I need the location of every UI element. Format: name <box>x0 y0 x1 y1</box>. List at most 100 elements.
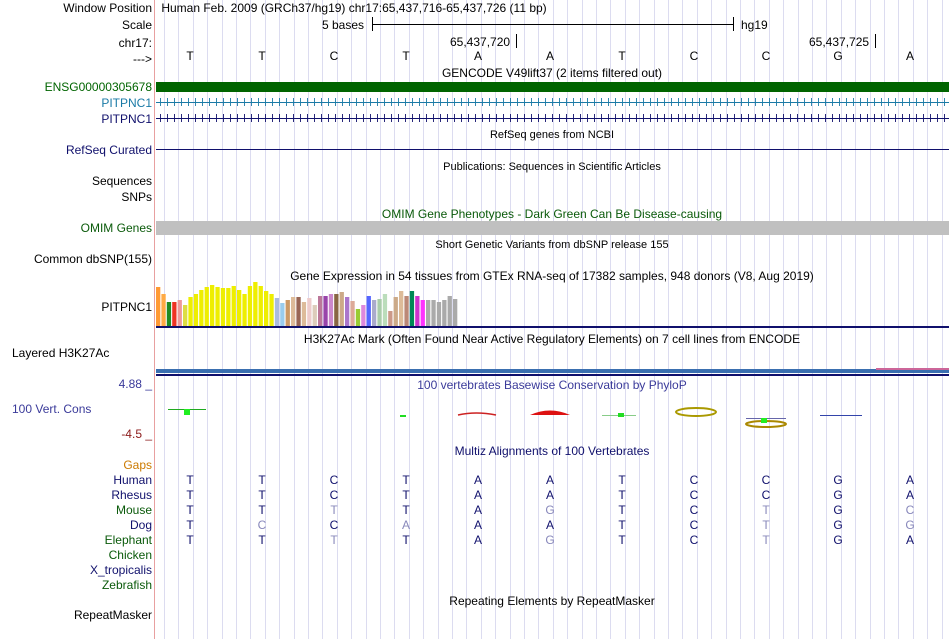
gtex-tissue-bar[interactable] <box>166 302 172 326</box>
gtex-tissue-bar[interactable] <box>323 296 328 326</box>
gtex-tissue-bar[interactable] <box>264 291 269 326</box>
omim-genes-label[interactable]: OMIM Genes <box>80 221 152 235</box>
gridline <box>942 0 943 639</box>
cons-track-label[interactable]: 100 Vert. Cons <box>12 402 92 416</box>
gtex-tissue-bar[interactable] <box>199 290 204 326</box>
gtex-tissue-bar[interactable] <box>210 285 215 326</box>
gridline <box>769 0 770 639</box>
reference-base: A <box>545 49 555 63</box>
gtex-tissue-bar[interactable] <box>296 297 301 326</box>
track-panel[interactable]: Human Feb. 2009 (GRCh37/hg19) chr17:65,4… <box>156 0 949 639</box>
cons-mark-3 <box>400 415 406 417</box>
gtex-tissue-bar[interactable] <box>355 309 361 326</box>
gridline <box>884 0 885 639</box>
repeatmasker-label[interactable]: RepeatMasker <box>73 608 152 622</box>
gtex-tissue-bar[interactable] <box>193 294 199 326</box>
gtex-tissue-bar[interactable] <box>215 287 220 326</box>
gtex-tissue-bar[interactable] <box>372 300 377 326</box>
gtex-tissue-bar[interactable] <box>307 298 312 326</box>
gtex-tissue-bar[interactable] <box>442 300 447 326</box>
gtex-tissue-bar[interactable] <box>231 286 236 326</box>
gtex-tissue-bar[interactable] <box>269 294 274 326</box>
gtex-tissue-bar[interactable] <box>253 282 258 326</box>
position-text: Human Feb. 2009 (GRCh37/hg19) chr17:65,4… <box>161 1 547 15</box>
alignment-base: T <box>762 518 770 532</box>
gridline <box>668 0 669 639</box>
gtex-tissue-bar[interactable] <box>247 286 253 326</box>
gtex-tissue-bar[interactable] <box>237 290 242 326</box>
pitpnc1-strand-arrows-2 <box>156 114 949 122</box>
gridline <box>567 0 568 639</box>
gtex-tissue-bar[interactable] <box>436 302 442 326</box>
gridline <box>510 0 511 639</box>
gtex-tissue-bar[interactable] <box>393 297 398 326</box>
gencode-item-label[interactable]: ENSG00000305678 <box>44 80 152 94</box>
gtex-tissue-bar[interactable] <box>431 300 436 326</box>
gtex-tissue-bar[interactable] <box>161 294 166 326</box>
gtex-tissue-bar[interactable] <box>312 305 317 326</box>
gtex-tissue-bar[interactable] <box>226 288 231 326</box>
species-label-dog: Dog <box>129 518 152 532</box>
gtex-tissue-bar[interactable] <box>366 296 371 326</box>
gtex-tissue-bar[interactable] <box>377 299 382 326</box>
gtex-tissue-bar[interactable] <box>328 294 334 326</box>
h3k27ac-label[interactable]: Layered H3K27Ac <box>12 346 110 360</box>
reference-base: A <box>905 49 915 63</box>
alignment-base: T <box>402 488 410 502</box>
h3k27ac-signal[interactable] <box>156 369 949 373</box>
alignment-base: T <box>402 533 410 547</box>
gtex-tissue-bar[interactable] <box>350 301 355 326</box>
gtex-bar-chart[interactable] <box>156 282 949 330</box>
snps-label[interactable]: SNPs <box>121 190 152 204</box>
gtex-tissue-bar[interactable] <box>339 292 344 326</box>
alignment-base: T <box>330 503 338 517</box>
gtex-tissue-bar[interactable] <box>382 294 388 326</box>
species-label-rhesus: Rhesus <box>111 488 152 502</box>
gtex-gene-label[interactable]: PITPNC1 <box>101 300 152 314</box>
ensg-gene-bar[interactable] <box>156 82 949 92</box>
gtex-tissue-bar[interactable] <box>361 305 366 326</box>
gtex-tissue-bar[interactable] <box>388 311 393 326</box>
gtex-tissue-bar[interactable] <box>447 296 452 326</box>
gtex-tissue-bar[interactable] <box>301 302 307 326</box>
gtex-tissue-bar[interactable] <box>334 294 339 326</box>
gtex-tissue-bar[interactable] <box>188 297 193 326</box>
gtex-tissue-bar[interactable] <box>274 298 280 326</box>
gtex-tissue-bar[interactable] <box>204 287 209 326</box>
alignment-base: C <box>905 503 915 517</box>
gtex-tissue-bar[interactable] <box>280 303 285 326</box>
conservation-plot[interactable] <box>156 400 949 434</box>
pitpnc1-label-1[interactable]: PITPNC1 <box>101 96 152 110</box>
alignment-base: T <box>762 533 770 547</box>
gtex-tissue-bar[interactable] <box>420 300 425 326</box>
gtex-tissue-bar[interactable] <box>220 288 226 326</box>
gtex-baseline <box>156 326 949 328</box>
gtex-tissue-bar[interactable] <box>285 300 290 326</box>
dbsnp-title: Short Genetic Variants from dbSNP releas… <box>435 239 669 251</box>
gtex-tissue-bar[interactable] <box>404 296 409 326</box>
gtex-tissue-bar[interactable] <box>183 305 188 326</box>
pitpnc1-label-2[interactable]: PITPNC1 <box>101 112 152 126</box>
dbsnp-label[interactable]: Common dbSNP(155) <box>33 252 152 266</box>
gtex-tissue-bar[interactable] <box>415 296 420 326</box>
alignment-base: T <box>258 533 266 547</box>
alignment-base: A <box>473 473 483 487</box>
gtex-tissue-bar[interactable] <box>242 294 247 326</box>
gtex-tissue-bar[interactable] <box>409 291 415 326</box>
gtex-tissue-bar[interactable] <box>318 296 323 326</box>
refseq-curated-label[interactable]: RefSeq Curated <box>65 143 152 157</box>
gtex-tissue-bar[interactable] <box>172 302 177 326</box>
gtex-tissue-bar[interactable] <box>399 291 404 326</box>
gtex-tissue-bar[interactable] <box>156 287 161 326</box>
alignment-base: C <box>329 473 339 487</box>
gtex-tissue-bar[interactable] <box>258 286 263 326</box>
gtex-tissue-bar[interactable] <box>291 297 296 326</box>
gtex-tissue-bar[interactable] <box>426 300 431 326</box>
gtex-tissue-bar[interactable] <box>345 297 350 326</box>
refseq-line[interactable] <box>156 149 949 150</box>
gridline <box>726 0 727 639</box>
sequences-label[interactable]: Sequences <box>91 174 152 188</box>
gtex-tissue-bar[interactable] <box>177 300 182 326</box>
gtex-tissue-bar[interactable] <box>453 299 458 326</box>
omim-bar[interactable] <box>156 221 949 235</box>
